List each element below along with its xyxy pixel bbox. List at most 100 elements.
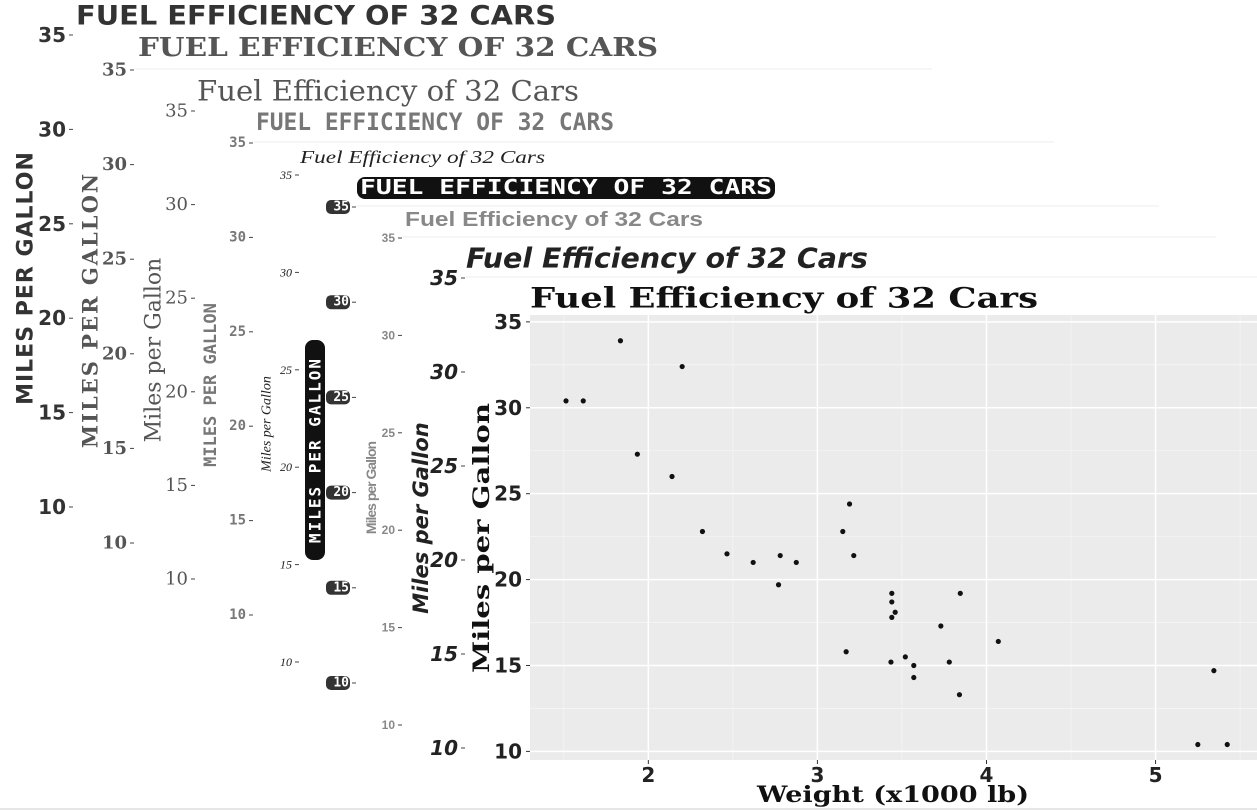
- title-pill: [357, 177, 775, 199]
- y-axis-label: Miles per Gallon: [142, 258, 167, 443]
- y-tick-pill: [326, 676, 350, 690]
- y-tick-label: 35: [494, 310, 522, 334]
- data-point: [911, 662, 917, 669]
- y-tick-label: 30: [333, 295, 349, 310]
- plot-panel: [530, 315, 1257, 760]
- y-tick-label: 25: [280, 363, 292, 377]
- y-axis-label: MILES PER GALLON: [78, 172, 103, 448]
- chart-title: Fuel Efficiency of 32 Cars: [466, 242, 868, 275]
- y-tick-label: 35: [38, 23, 66, 47]
- y-tick-label: 10: [430, 736, 458, 760]
- y-tick-label: 10: [102, 533, 127, 554]
- y-tick-label: 25: [430, 454, 458, 478]
- y-tick-label: 15: [430, 642, 458, 666]
- data-point: [669, 473, 675, 480]
- data-point: [617, 338, 624, 344]
- y-tick-label: 35: [382, 231, 396, 245]
- y-tick-label: 35: [333, 200, 349, 215]
- y-tick-label: 35: [279, 168, 292, 182]
- y-tick-label: 25: [382, 426, 396, 440]
- data-point: [793, 559, 799, 566]
- y-tick-label: 15: [494, 654, 522, 678]
- data-point: [888, 659, 894, 665]
- y-axis-label: MILES PER GALLON: [201, 303, 221, 467]
- data-point: [777, 552, 783, 559]
- y-tick-pill: [326, 200, 350, 214]
- data-point: [889, 614, 895, 620]
- data-point: [775, 582, 782, 588]
- data-point: [911, 674, 917, 681]
- y-tick-label: 30: [279, 265, 292, 279]
- y-axis-label: Miles per Gallon: [409, 422, 433, 613]
- data-point: [995, 638, 1001, 645]
- y-tick-label: 30: [382, 328, 396, 342]
- data-point: [699, 528, 706, 535]
- y-tick-label: 35: [430, 266, 458, 290]
- y-tick-label: 25: [333, 390, 349, 405]
- data-point: [889, 590, 895, 596]
- data-point: [840, 528, 846, 535]
- data-point: [851, 552, 857, 559]
- y-tick-label: 15: [102, 438, 127, 459]
- data-point: [957, 590, 963, 596]
- data-point: [724, 551, 730, 557]
- data-point: [946, 659, 952, 665]
- y-tick-label: 20: [38, 306, 66, 330]
- data-point: [580, 398, 586, 404]
- x-tick-label: 4: [980, 763, 994, 787]
- y-tick-label: 10: [494, 739, 522, 763]
- x-tick-label: 2: [641, 763, 655, 787]
- y-tick-label: 25: [229, 324, 246, 340]
- data-point: [956, 692, 963, 698]
- data-point: [1224, 741, 1230, 748]
- y-axis-label: MILES PER GALLON: [14, 151, 39, 405]
- y-tick-label: 20: [280, 460, 292, 474]
- main-chart: 2 3 4 5 10 15 20 25 30 35 Fuel Efficiency of 32 Ca…: [469, 282, 1257, 810]
- y-tick-label: 20: [102, 343, 127, 364]
- y-tick-label: 35: [165, 101, 188, 122]
- y-tick-label: 15: [229, 513, 246, 529]
- y-tick-label: 10: [165, 569, 188, 590]
- data-point: [1211, 668, 1217, 674]
- y-tick-label: 30: [229, 229, 246, 245]
- y-tick-label: 10: [229, 607, 246, 623]
- chart-title: FUEL EFFICIENCY OF 32 CARS: [360, 175, 772, 199]
- y-tick-label: 15: [382, 621, 396, 635]
- y-tick-pill: [326, 485, 350, 500]
- y-tick-label: 20: [382, 523, 396, 537]
- y-tick-label: 30: [102, 154, 127, 175]
- x-tick-label: 3: [810, 763, 824, 787]
- data-point: [634, 451, 640, 457]
- y-tick-label: 25: [165, 288, 188, 309]
- y-tick-pill: [326, 580, 350, 595]
- y-tick-label: 30: [494, 396, 522, 420]
- y-tick-pill: [326, 390, 350, 405]
- y-axis-label: MILES PER GALLON: [306, 357, 325, 543]
- y-tick-label: 15: [333, 580, 349, 595]
- y-tick-label: 10: [38, 495, 66, 519]
- y-tick-label: 20: [494, 568, 522, 592]
- data-point: [750, 559, 756, 566]
- data-point: [563, 398, 569, 404]
- data-point: [846, 501, 853, 507]
- y-tick-label: 25: [102, 249, 127, 270]
- y-tick-label: 25: [38, 212, 66, 236]
- y-tick-label: 35: [229, 135, 246, 151]
- y-tick-label: 10: [382, 718, 396, 732]
- y-label-pill: [305, 340, 325, 560]
- x-axis-label: Weight (x1000 lb): [756, 782, 1029, 808]
- y-tick-label: 15: [38, 401, 66, 425]
- y-tick-label: 10: [333, 676, 349, 691]
- chart-title: Fuel Efficiency of 32 Cars: [405, 209, 703, 231]
- y-tick-label: 15: [165, 475, 188, 496]
- chart-title: Fuel Efficiency of 32 Cars: [299, 147, 545, 167]
- y-tick-label: 30: [430, 360, 458, 384]
- chart-title: Fuel Efficiency of 32 Cars: [197, 75, 579, 108]
- chart-title: FUEL EFFICIENCY OF 32 CARS: [76, 1, 556, 32]
- chart-title: FUEL EFFICIENCY OF 32 CARS: [138, 33, 658, 63]
- data-point: [902, 654, 908, 660]
- chart-title: Fuel Efficiency of 32 Cars: [530, 282, 1038, 315]
- y-tick-label: 35: [102, 60, 127, 81]
- y-tick-pill: [326, 295, 350, 310]
